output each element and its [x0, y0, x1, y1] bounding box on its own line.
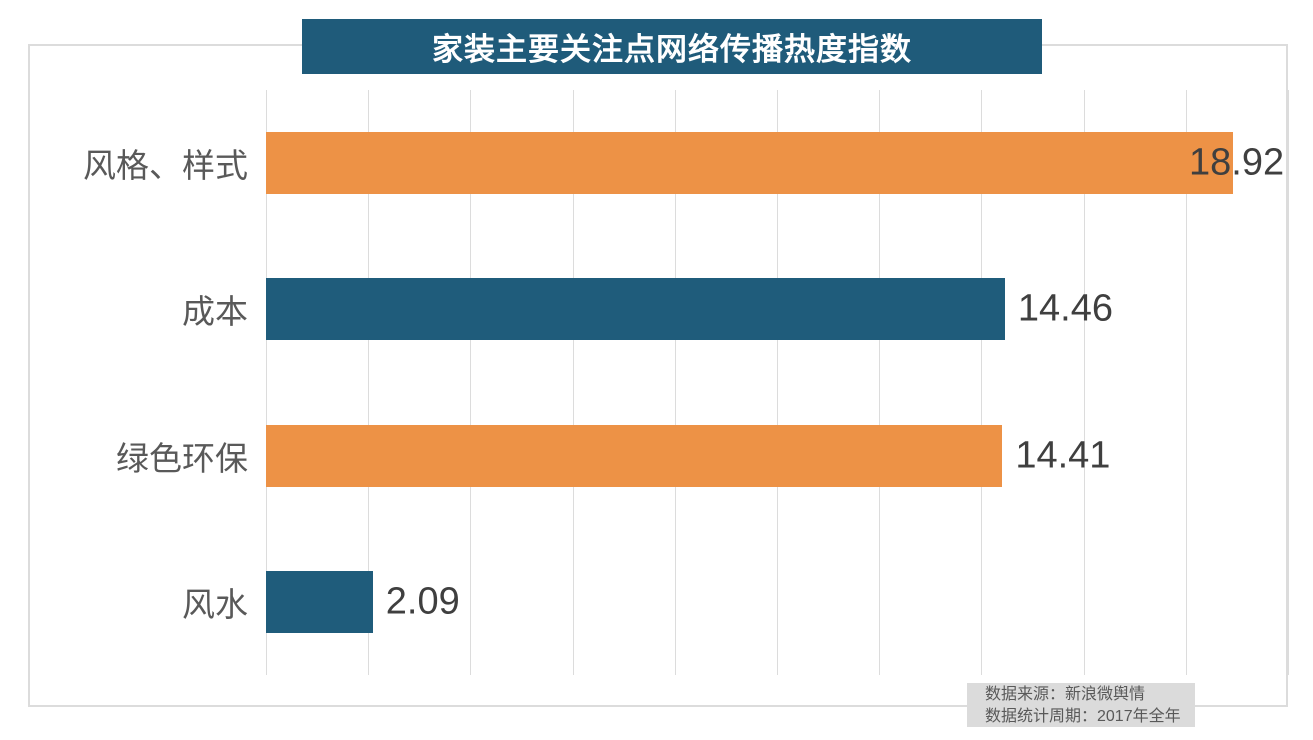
bar-row: 风水 2.09 [182, 529, 1288, 675]
source-note: 数据来源：新浪微舆情 数据统计周期：2017年全年 [967, 683, 1195, 727]
value-label: 14.46 [1017, 287, 1113, 330]
gridline [981, 90, 983, 675]
value-label: 18.92 [1189, 141, 1285, 184]
category-label: 绿色环保 [116, 439, 248, 477]
category-label: 成本 [182, 293, 248, 331]
bar-row: 绿色环保 14.41 [116, 383, 1288, 529]
bar-row: 成本 14.46 [182, 236, 1288, 382]
bar [266, 570, 373, 633]
gridline [1185, 90, 1187, 675]
bar-row: 风格、样式 18.92 [83, 90, 1288, 236]
chart-title-banner: 家装主要关注点网络传播热度指数 [302, 19, 1042, 74]
category-label: 风水 [182, 585, 248, 623]
gridline [674, 90, 676, 675]
gridline [777, 90, 778, 675]
bar [266, 132, 1233, 195]
bar [266, 278, 1005, 341]
gridline [266, 90, 267, 675]
source-note-line-1: 数据来源：新浪微舆情 [985, 686, 1146, 703]
bar [266, 424, 1003, 487]
gridline [368, 90, 370, 675]
category-label: 风格、样式 [83, 147, 248, 185]
chart-title: 家装主要关注点网络传播热度指数 [432, 32, 912, 67]
value-label: 2.09 [385, 580, 460, 623]
gridline [1083, 90, 1085, 675]
gridline [879, 90, 881, 675]
value-label: 14.41 [1015, 434, 1111, 477]
gridline [1288, 90, 1289, 675]
gridline [572, 90, 574, 675]
plot-area: 风格、样式 18.92 成本 14.46 绿色环保 14.41 风水 2.09 [83, 90, 1289, 675]
source-note-line-2: 数据统计周期：2017年全年 [985, 708, 1181, 725]
gridline [470, 90, 472, 675]
